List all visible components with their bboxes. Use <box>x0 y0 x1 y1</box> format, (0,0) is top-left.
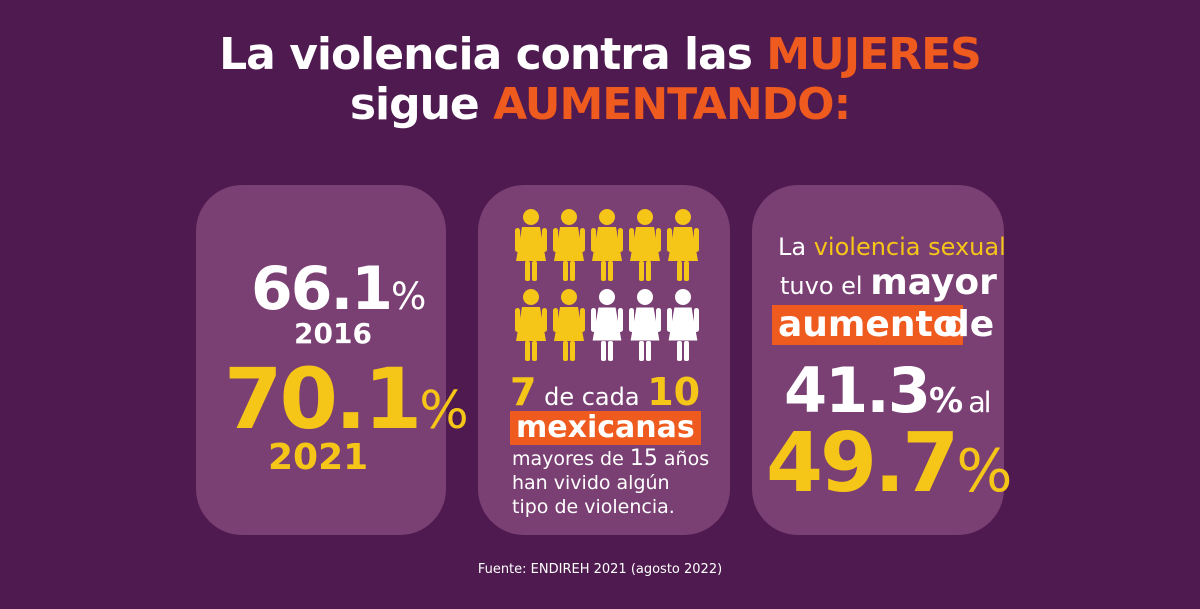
woman-icon-highlighted <box>515 289 547 361</box>
word-al: al <box>961 386 991 419</box>
woman-icon <box>591 289 623 361</box>
percent-2021: 70.1% <box>224 357 469 441</box>
ratio-line: 7 de cada 10 <box>510 373 700 411</box>
percent-unit: % <box>419 381 469 441</box>
year-2016: 2016 <box>294 317 372 350</box>
women-pictogram <box>515 209 699 361</box>
headline-line-2: sigue AUMENTANDO: <box>0 80 1200 130</box>
text: La <box>778 233 814 261</box>
percent-unit: % <box>956 436 1012 505</box>
ratio-numerator: 7 <box>510 370 537 414</box>
percent-from-value: 41.3 <box>784 354 931 427</box>
percent-2016-value: 66.1 <box>251 254 393 324</box>
headline: La violencia contra las MUJERES sigue AU… <box>0 30 1200 130</box>
description-line: tipo de violencia. <box>512 496 675 518</box>
woman-icon-highlighted <box>553 289 585 361</box>
percent-to: 49.7% <box>766 423 1012 505</box>
description-text: años <box>657 448 710 470</box>
highlight-mexicanas: mexicanas <box>510 411 701 445</box>
word-mayor: mayor <box>870 262 997 303</box>
ratio-text: de cada <box>536 383 648 411</box>
description-text: mayores de <box>512 448 630 470</box>
highlight-violencia-sexual: violencia sexual <box>813 233 1006 261</box>
headline-highlight-mujeres: MUJERES <box>766 29 982 80</box>
sexual-violence-line-1: La violencia sexual <box>778 235 1006 259</box>
highlight-aumento: aumento <box>772 305 964 345</box>
stat-card-women-ratio: 7 de cada 10 mexicanas mayores de 15 año… <box>478 185 730 535</box>
headline-text: La violencia contra las <box>219 29 767 80</box>
woman-icon-highlighted <box>591 209 623 281</box>
woman-icon <box>629 289 661 361</box>
ratio-description: mayores de 15 años han vivido algún tipo… <box>512 447 709 519</box>
text: tuvo el <box>780 272 871 300</box>
year-2021: 2021 <box>268 437 369 478</box>
percent-from: 41.3% al <box>784 360 992 422</box>
sexual-violence-line-2: tuvo el mayor <box>780 265 997 301</box>
percent-unit: % <box>391 274 427 318</box>
description-line: han vivido algún <box>512 472 670 494</box>
woman-icon-highlighted <box>629 209 661 281</box>
age-number: 15 <box>629 446 658 471</box>
woman-icon-highlighted <box>553 209 585 281</box>
stat-card-percentages: 66.1% 2016 70.1% 2021 <box>196 185 469 535</box>
description-line: mayores de 15 años <box>512 447 709 471</box>
woman-icon-highlighted <box>515 209 547 281</box>
word-de: de <box>944 304 995 345</box>
source-note: Fuente: ENDIREH 2021 (agosto 2022) <box>477 562 723 577</box>
woman-icon <box>667 289 699 361</box>
percent-2016: 66.1% <box>251 259 426 319</box>
headline-line-1: La violencia contra las MUJERES <box>0 30 1200 80</box>
percent-2021-value: 70.1 <box>224 350 422 448</box>
headline-text: sigue <box>349 79 494 130</box>
percent-unit: % <box>928 381 963 421</box>
ratio-denominator: 10 <box>647 370 701 414</box>
percent-to-value: 49.7 <box>766 416 959 511</box>
stat-card-sexual-violence: La violencia sexual tuvo el mayor aument… <box>752 185 1012 535</box>
headline-highlight-aumentando: AUMENTANDO: <box>493 79 851 130</box>
woman-icon-highlighted <box>667 209 699 281</box>
